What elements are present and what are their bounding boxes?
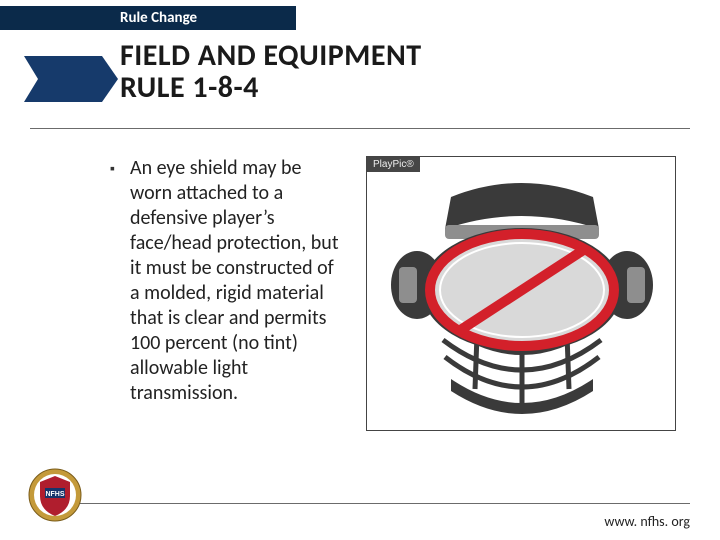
nfhs-logo-icon: NFHS: [28, 468, 82, 522]
image-column: PlayPic®: [366, 156, 690, 494]
footer-url: www. nfhs. org: [604, 513, 690, 530]
playpic-frame: PlayPic®: [366, 156, 676, 431]
bullet-column: ▪ An eye shield may be worn attached to …: [110, 156, 346, 494]
svg-text:NFHS: NFHS: [45, 491, 64, 498]
bullet-item: ▪ An eye shield may be worn attached to …: [110, 156, 346, 406]
playpic-label: PlayPic®: [367, 157, 420, 172]
title-block: FIELD AND EQUIPMENT RULE 1-8-4: [120, 40, 690, 103]
divider-top: [30, 128, 690, 129]
title-line-2: RULE 1-8-4: [120, 69, 259, 106]
bullet-marker-icon: ▪: [110, 156, 130, 406]
slide-title: FIELD AND EQUIPMENT RULE 1-8-4: [120, 40, 690, 103]
ribbon-icon: [24, 56, 102, 102]
category-bar: Rule Change: [0, 6, 296, 30]
bullet-text: An eye shield may be worn attached to a …: [130, 156, 346, 406]
content-area: ▪ An eye shield may be worn attached to …: [110, 156, 690, 494]
mask-illustration: [381, 175, 663, 425]
category-label: Rule Change: [120, 9, 197, 27]
divider-bottom: [30, 503, 690, 504]
